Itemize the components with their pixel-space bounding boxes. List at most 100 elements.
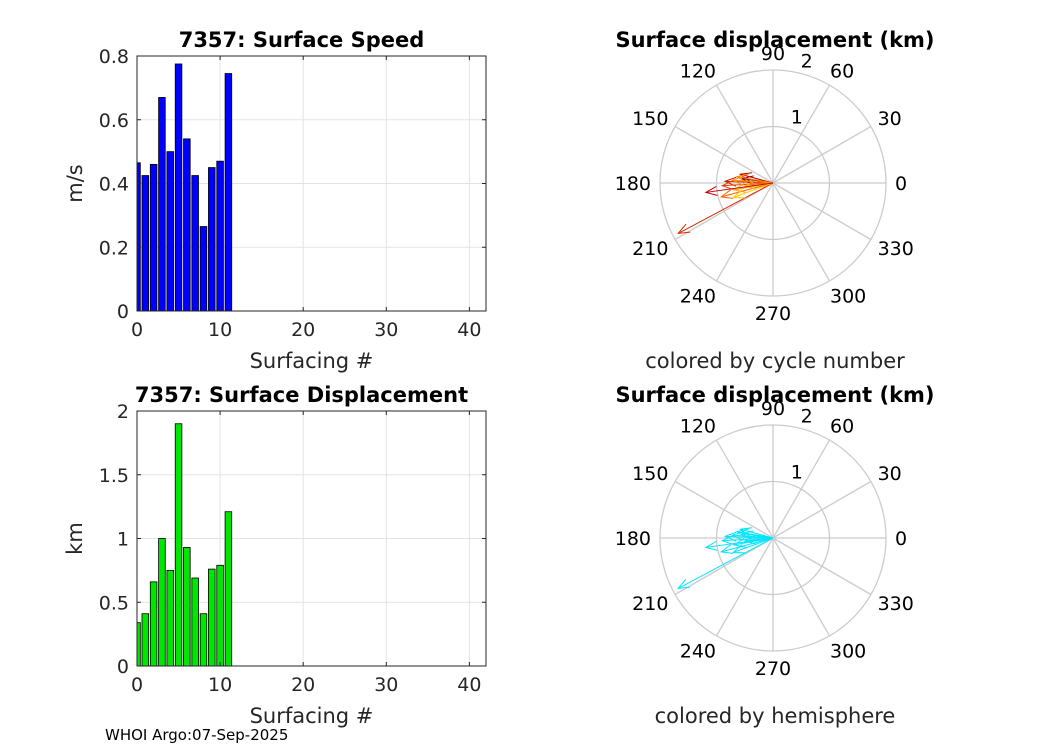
y-tick-label: 0 (117, 656, 129, 678)
displacement-arrowhead (743, 535, 756, 545)
bar (174, 63, 183, 312)
displacement-arrowhead (719, 189, 734, 199)
displacement-arrowhead (719, 544, 734, 554)
bar (216, 160, 224, 312)
bar (174, 423, 183, 667)
x-axis-label: Surfacing # (250, 704, 374, 728)
y-tick-label: 0.8 (99, 46, 129, 68)
polar-angle-label: 60 (830, 60, 854, 82)
polar-angle-label: 30 (878, 463, 902, 485)
polar-angle-label: 210 (632, 593, 668, 615)
x-tick-label: 10 (208, 674, 232, 696)
polar-angle-label: 0 (895, 528, 907, 550)
y-tick-label: 0.2 (99, 237, 129, 259)
x-axis-label: Surfacing # (250, 349, 374, 373)
polar-caption: colored by hemisphere (655, 704, 896, 728)
footer-credit: WHOI Argo:07-Sep-2025 (105, 726, 289, 744)
displacement-arrow (733, 537, 774, 553)
displacement-arrow (736, 531, 774, 539)
polar-angle-label: 240 (680, 641, 716, 663)
polar-chart-2: 120306090120150180210240270300330Surface… (615, 383, 935, 728)
x-tick-label: 30 (374, 319, 398, 341)
x-tick-label: 20 (291, 319, 315, 341)
displacement-arrowhead (732, 183, 746, 193)
polar-angle-label: 90 (761, 398, 785, 420)
x-tick-label: 40 (457, 674, 481, 696)
displacement-arrowhead (704, 541, 718, 551)
polar-angle-label: 210 (632, 238, 668, 260)
bar (208, 568, 216, 667)
displacement-arrow (677, 537, 774, 589)
y-axis-label: m/s (63, 164, 87, 202)
bar (191, 175, 199, 312)
displacement-arrow (721, 182, 774, 198)
displacement-arrowhead (723, 531, 737, 542)
y-tick-label: 1.5 (99, 465, 129, 487)
displacement-arrowhead (738, 527, 753, 537)
displacement-arrowhead (743, 180, 756, 190)
polar-angle-label: 180 (615, 528, 651, 550)
polar-caption: colored by cycle number (645, 349, 905, 373)
displacement-arrow (721, 537, 774, 553)
polar-ring-label: 1 (791, 106, 803, 128)
displacement-arrowhead (720, 180, 734, 191)
displacement-arrow (677, 182, 774, 234)
polar-ring-label: 1 (791, 461, 803, 483)
polar-angle-label: 330 (878, 238, 914, 260)
x-tick-label: 20 (291, 674, 315, 696)
displacement-arrow (736, 176, 774, 184)
bar-chart-2: 0 10 20 30 40 0 0.5 1 1.5 2 7357: Surface Displace… (63, 383, 487, 728)
bar-chart-1: 0 10 20 30 40 0 0.2 0.4 0.6 0.8 7357: Surface Spee… (63, 28, 487, 373)
bar (191, 577, 199, 667)
bar (183, 547, 191, 667)
polar-angle-label: 90 (761, 43, 785, 65)
displacement-arrowhead (732, 538, 746, 548)
polar-angle-label: 120 (680, 60, 716, 82)
displacement-arrow (732, 179, 774, 184)
chart-title: Surface displacement (km) (615, 28, 934, 52)
chart-title: 7357: Surface Displacement (135, 383, 468, 407)
displacement-arrow (705, 182, 774, 193)
displacement-arrowhead (723, 176, 737, 187)
polar-ring (715, 480, 831, 596)
polar-angle-label: 240 (680, 286, 716, 308)
y-axis-label: km (63, 522, 87, 555)
polar-ring (715, 125, 831, 241)
x-tick-label: 0 (131, 319, 143, 341)
bar (208, 167, 216, 312)
bar (149, 581, 158, 667)
x-tick-label: 40 (457, 319, 481, 341)
bar (216, 564, 224, 667)
displacement-arrow (705, 537, 774, 548)
displacement-arrowhead (731, 530, 744, 541)
x-tick-label: 0 (131, 674, 143, 696)
displacement-arrowhead (731, 189, 746, 199)
y-tick-label: 0.4 (99, 174, 129, 196)
displacement-arrowhead (677, 223, 691, 235)
chart-title: 7357: Surface Speed (179, 28, 425, 52)
polar-ring-label: 2 (801, 51, 813, 73)
displacement-arrowhead (677, 578, 691, 590)
polar-angle-label: 300 (830, 286, 866, 308)
displacement-arrowhead (720, 535, 734, 546)
displacement-arrowhead (704, 186, 718, 196)
displacement-arrowhead (731, 544, 746, 554)
bar (141, 175, 150, 312)
bar (224, 511, 233, 667)
polar-chart-1: 120306090120150180210240270300330Surface… (615, 28, 935, 373)
y-tick-label: 1 (117, 529, 129, 551)
polar-angle-label: 30 (878, 108, 902, 130)
bar (199, 226, 208, 312)
chart-title: Surface displacement (km) (615, 383, 934, 407)
displacement-arrowhead (731, 175, 744, 186)
y-tick-label: 0 (117, 301, 129, 323)
polar-angle-label: 150 (632, 108, 668, 130)
bar (166, 151, 174, 312)
displacement-arrowhead (738, 172, 753, 182)
polar-ring (659, 69, 887, 297)
bar (149, 163, 158, 312)
polar-angle-label: 270 (755, 303, 791, 325)
bar (158, 538, 166, 667)
x-tick-label: 30 (374, 674, 398, 696)
polar-angle-label: 150 (632, 463, 668, 485)
